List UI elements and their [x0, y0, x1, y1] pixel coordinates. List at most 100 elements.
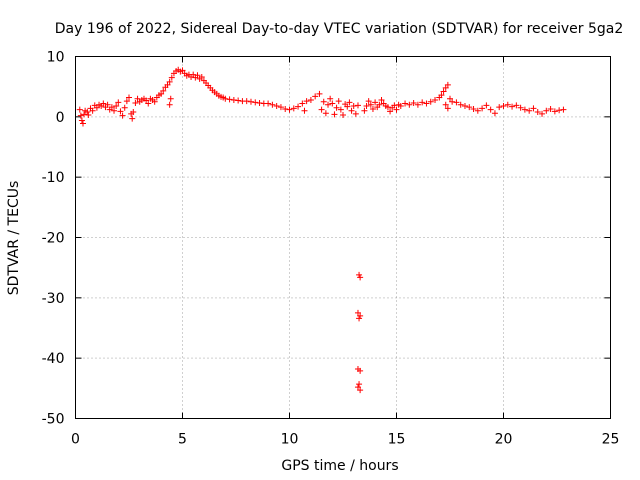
- data-point: [539, 110, 546, 117]
- data-point: [316, 90, 323, 97]
- x-tick-label: 5: [178, 432, 187, 448]
- data-point: [230, 96, 237, 103]
- data-point: [243, 98, 250, 105]
- data-point: [269, 101, 276, 108]
- data-point: [354, 102, 361, 109]
- data-point: [551, 108, 558, 115]
- data-point: [340, 112, 346, 119]
- data-point: [273, 102, 280, 109]
- data-point: [226, 96, 233, 103]
- data-point: [320, 98, 327, 105]
- data-point: [190, 71, 197, 78]
- data-point: [166, 101, 173, 108]
- x-tick-label: 25: [602, 432, 620, 448]
- data-point: [337, 106, 344, 113]
- data-point: [357, 367, 364, 374]
- data-point: [387, 108, 394, 115]
- y-tick-label: -50: [42, 412, 65, 428]
- data-point: [365, 98, 372, 105]
- axis-ticks: [75, 56, 611, 419]
- data-point: [160, 87, 167, 94]
- data-point: [282, 105, 289, 112]
- data-point: [491, 110, 498, 117]
- data-point: [352, 110, 359, 117]
- data-point: [361, 107, 368, 114]
- data-point: [117, 108, 124, 115]
- data-point: [363, 102, 370, 109]
- data-point: [93, 104, 100, 111]
- y-axis-title: SDTVAR / TECUs: [6, 181, 22, 296]
- data-point: [123, 98, 130, 105]
- data-point: [325, 101, 332, 108]
- data-point: [235, 97, 242, 104]
- data-point: [526, 107, 533, 114]
- y-tick-label: -20: [42, 231, 65, 247]
- data-point: [130, 109, 137, 116]
- data-point: [354, 309, 361, 316]
- y-axis-tick-labels: -50 -40 -30 -20 -10 0 10: [42, 50, 65, 428]
- data-point: [79, 120, 86, 127]
- data-point: [440, 88, 447, 95]
- x-tick-label: 15: [388, 432, 406, 448]
- data-point: [295, 103, 302, 110]
- data-point: [301, 107, 308, 114]
- data-point: [521, 106, 528, 113]
- data-point: [479, 105, 486, 112]
- data-point: [376, 101, 383, 108]
- data-point: [346, 99, 353, 106]
- data-point: [164, 81, 171, 88]
- data-point: [427, 98, 434, 105]
- data-point: [322, 110, 329, 117]
- data-point: [247, 98, 254, 105]
- data-point: [252, 99, 259, 106]
- data-point: [307, 96, 314, 103]
- data-point: [367, 101, 374, 108]
- data-point: [303, 98, 310, 105]
- y-tick-label: -30: [42, 291, 65, 307]
- data-point: [145, 100, 152, 107]
- data-point: [470, 105, 477, 112]
- data-point: [500, 102, 507, 109]
- data-point: [286, 106, 293, 113]
- data-point: [560, 106, 567, 113]
- x-tick-label: 10: [281, 432, 299, 448]
- data-point: [397, 102, 404, 109]
- data-point: [194, 72, 201, 79]
- data-point: [466, 104, 473, 111]
- data-point: [483, 102, 490, 109]
- data-point: [329, 100, 336, 107]
- data-point: [530, 105, 537, 112]
- data-point: [113, 102, 120, 109]
- data-point: [414, 101, 421, 108]
- data-point: [119, 112, 126, 119]
- x-tick-label: 20: [495, 432, 513, 448]
- data-point: [331, 111, 338, 118]
- data-point: [256, 99, 263, 106]
- data-point: [76, 106, 83, 113]
- data-point: [134, 95, 141, 102]
- data-point: [556, 107, 563, 114]
- data-point: [166, 78, 173, 85]
- data-point: [115, 99, 122, 106]
- data-points: [76, 66, 567, 394]
- data-point: [121, 104, 128, 111]
- data-point: [457, 101, 464, 108]
- data-point: [312, 93, 319, 100]
- x-axis-title: GPS time / hours: [281, 458, 398, 474]
- data-point: [442, 84, 449, 91]
- data-point: [453, 99, 460, 106]
- data-point: [143, 97, 150, 104]
- data-point: [327, 95, 334, 102]
- data-point: [357, 274, 364, 281]
- data-point: [406, 101, 413, 108]
- y-tick-label: -40: [42, 351, 65, 367]
- data-point: [89, 107, 96, 114]
- data-point: [410, 99, 417, 106]
- data-point: [504, 101, 511, 108]
- data-point: [449, 98, 456, 105]
- data-point: [168, 74, 175, 81]
- data-point: [393, 106, 400, 113]
- data-point: [348, 107, 355, 114]
- data-point: [85, 112, 92, 119]
